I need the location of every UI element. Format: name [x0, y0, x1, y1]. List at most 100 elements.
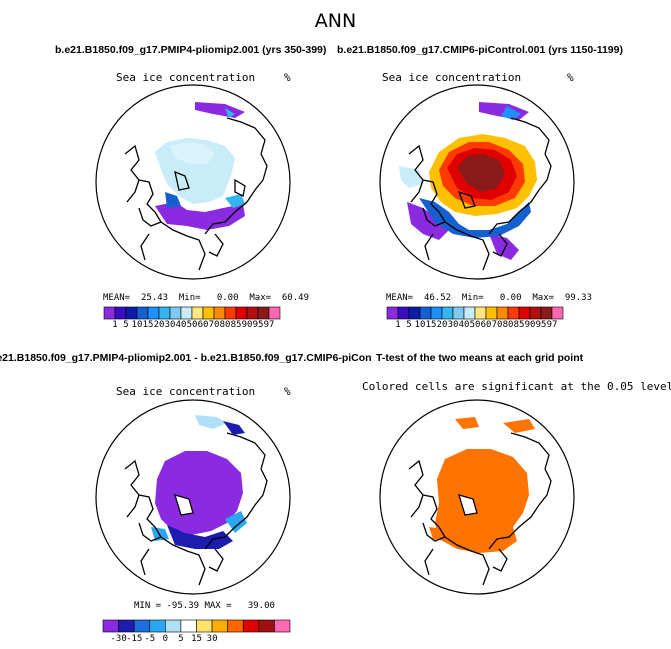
max-label: Max=	[532, 293, 555, 303]
colorbar-labels-top-right-crop: 1 5 10 15 20 30 40 50 60 70 80 85 90 95 97	[387, 320, 563, 332]
colorbar-swatch	[507, 306, 520, 320]
min-value: -95.39	[166, 601, 200, 611]
colorbar-tick-label: 70	[208, 320, 220, 330]
marginal-ice-blue	[225, 194, 245, 208]
ice-blue-north	[501, 106, 521, 120]
colorbar-swatch	[224, 306, 237, 320]
colorbar-top-right	[386, 306, 564, 320]
colorbar-tick-label: 10	[414, 320, 426, 330]
diff-blue-patch-left	[151, 527, 169, 541]
colorbar-tick-label: 20	[436, 320, 448, 330]
colorbar-labels-bottom-left-crop: -30 -15 -5 0 5 15 30	[103, 634, 290, 646]
colorbar-swatch	[529, 306, 542, 320]
diff-title-crop: b.e21.B1850.f09_g17.PMIP4-pliomip2.001 -…	[0, 350, 372, 366]
colorbar-swatch	[196, 619, 213, 633]
colorbar-swatch	[114, 306, 127, 320]
diff-navy-north	[223, 421, 245, 435]
colorbar-swatch	[419, 306, 432, 320]
colorbar-swatch	[211, 619, 228, 633]
diff-navy-band	[167, 525, 233, 549]
colorbar-swatch	[118, 619, 135, 633]
min-value: 0.00	[216, 293, 239, 303]
colorbar-swatch	[136, 306, 149, 320]
map-bottom-left	[95, 399, 291, 595]
colorbar-tick-label: 97	[546, 320, 558, 330]
colorbar-tick-label: 40	[175, 320, 187, 330]
colorbar-tick-label: 15	[142, 320, 154, 330]
min-label: MIN =	[134, 601, 162, 611]
colorbar-swatch	[257, 306, 270, 320]
min-label: Min=	[461, 293, 484, 303]
colorbar-swatch	[386, 306, 399, 320]
map-bottom-right	[379, 399, 575, 595]
colorbar-swatch	[485, 306, 498, 320]
colorbar-tick-label: 95	[252, 320, 264, 330]
colorbar-swatch	[551, 306, 564, 320]
colorbar-tick-label: 60	[480, 320, 492, 330]
colorbar-swatch	[103, 306, 116, 320]
colorbar-swatch	[235, 306, 248, 320]
units-label-top-right: %	[567, 71, 574, 84]
colorbar-swatch	[441, 306, 454, 320]
ice-blue-band	[419, 198, 531, 238]
colorbar-labels-top-left-crop: 1 5 10 15 20 30 40 50 60 70 80 85 90 95 97	[104, 320, 280, 332]
colorbar-tick-label: 30	[206, 634, 218, 644]
coastlines	[124, 117, 268, 271]
mean-label: MEAN=	[386, 293, 414, 303]
max-label: MAX =	[204, 601, 232, 611]
map-frame-circle	[95, 399, 291, 595]
colorbar-tick-label: 80	[219, 320, 231, 330]
colorbar-swatch	[540, 306, 553, 320]
map-top-left	[95, 84, 291, 280]
mean-label: MEAN=	[103, 293, 131, 303]
colorbar-tick-label: 50	[186, 320, 198, 330]
colorbar-swatch	[180, 619, 197, 633]
colorbar-tick-label: -5	[144, 634, 156, 644]
mean-value: 25.43	[140, 293, 169, 303]
stats-top-left: MEAN= 25.43 Min= 0.00 Max= 60.49	[103, 293, 309, 303]
significant-cells-northeast	[503, 419, 535, 433]
colorbar-swatch	[452, 306, 465, 320]
colorbar-tick-label: 1	[112, 320, 118, 330]
colorbar-tick-label: 30	[447, 320, 459, 330]
map-frame-circle	[379, 399, 575, 595]
colorbar-swatch	[180, 306, 193, 320]
colorbar-swatch	[496, 306, 509, 320]
significant-cells-north	[455, 417, 479, 429]
colorbar-tick-label: 80	[502, 320, 514, 330]
colorbar-swatch	[202, 306, 215, 320]
colorbar-swatch	[125, 306, 138, 320]
min-value: 0.00	[499, 293, 522, 303]
ttest-note: Colored cells are significant at the 0.0…	[362, 380, 671, 393]
colorbar-tick-label: 1	[395, 320, 401, 330]
colorbar-tick-label: 30	[164, 320, 176, 330]
units-label-bottom-left: %	[284, 385, 291, 398]
colorbar-swatch	[169, 306, 182, 320]
colorbar-swatch	[246, 306, 259, 320]
case-title-top-left: b.e21.B1850.f09_g17.PMIP4-pliomip2.001 (…	[55, 44, 327, 56]
marginal-ice-blue-left	[165, 192, 181, 208]
colorbar-tick-label: 85	[230, 320, 242, 330]
colorbar-bottom-left	[102, 619, 291, 633]
map-top-right	[379, 84, 575, 280]
colorbar-swatch	[397, 306, 410, 320]
colorbar-swatch	[158, 306, 171, 320]
colorbar-swatch	[227, 619, 244, 633]
colorbar-tick-label: 70	[491, 320, 503, 330]
colorbar-swatch	[213, 306, 226, 320]
colorbar-tick-label: 10	[131, 320, 143, 330]
north-blue-patch	[225, 108, 235, 118]
variable-label-bottom-left: Sea ice concentration	[116, 385, 256, 398]
colorbar-swatch	[242, 619, 260, 633]
colorbar-tick-label: 95	[535, 320, 547, 330]
ice-purple-bottom	[489, 234, 519, 260]
colorbar-tick-label: 40	[458, 320, 470, 330]
map-frame-circle	[379, 84, 575, 280]
colorbar-tick-label: 0	[162, 634, 169, 644]
coastlines	[124, 432, 268, 586]
colorbar-swatch	[133, 619, 151, 633]
colorbar-swatch	[518, 306, 531, 320]
colorbar-swatch	[258, 619, 275, 633]
colorbar-tick-label: 5	[178, 634, 184, 644]
colorbar-tick-label: 60	[197, 320, 209, 330]
